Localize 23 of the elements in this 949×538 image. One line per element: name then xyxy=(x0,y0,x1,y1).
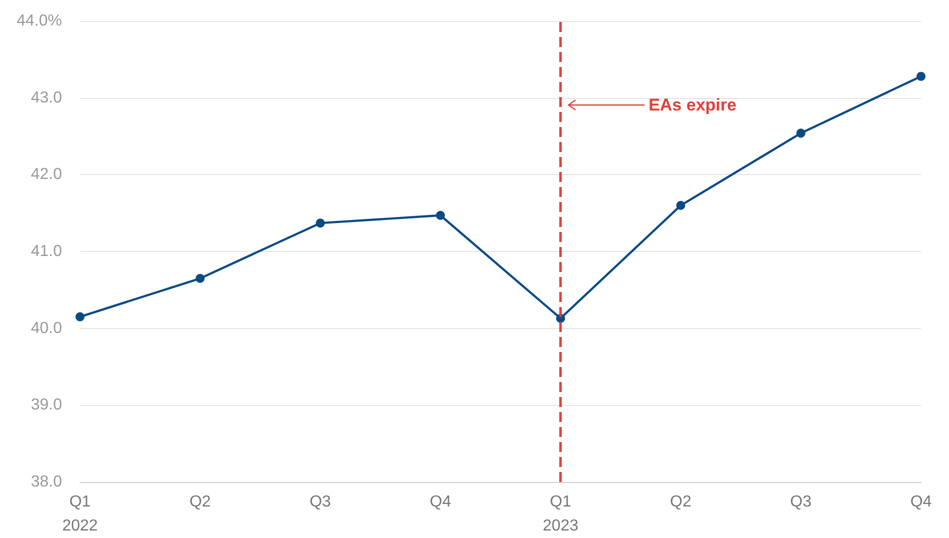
x-tick-label: Q1 2022 xyxy=(62,494,98,534)
x-tick-label: Q3 xyxy=(310,494,332,510)
point xyxy=(196,274,205,283)
x-tick-label: Q4 xyxy=(910,494,932,510)
x-tick-label: Q1 2023 xyxy=(542,494,578,534)
ref-line-label: EAs expire xyxy=(648,96,736,114)
y-tick-label: 39.0 xyxy=(30,396,62,414)
x-tick-label: Q2 xyxy=(189,494,211,510)
point xyxy=(796,128,806,138)
y-tick-label: 40.0 xyxy=(30,320,62,337)
y-tick-label: 43.0 xyxy=(30,89,62,106)
x-tick-label: Q3 xyxy=(790,494,812,510)
point xyxy=(76,312,84,322)
point xyxy=(436,210,445,220)
x-tick-label: Q4 xyxy=(430,494,452,510)
x-tick-label: Q2 xyxy=(670,494,692,510)
point xyxy=(316,218,325,228)
point xyxy=(916,72,926,81)
point xyxy=(676,200,686,210)
y-tick-label: 44.0% xyxy=(16,12,62,30)
y-tick-label: 41.0 xyxy=(30,243,62,260)
y-tick-label: 38.0 xyxy=(30,474,62,490)
y-tick-label: 42.0 xyxy=(30,166,62,184)
